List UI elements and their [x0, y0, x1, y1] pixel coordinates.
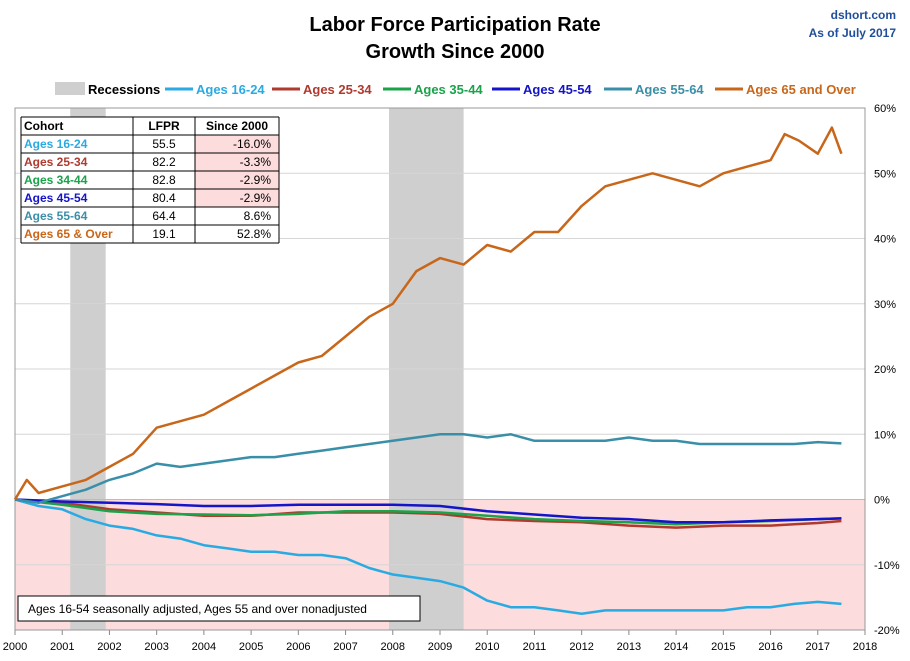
- table-cell-cohort: Ages 65 & Over: [24, 227, 113, 241]
- as-of-label: As of July 2017: [809, 26, 897, 40]
- note-text: Ages 16-54 seasonally adjusted, Ages 55 …: [28, 602, 367, 616]
- x-tick-label: 2001: [50, 641, 74, 653]
- legend-label: Ages 16-24: [196, 82, 265, 97]
- table-cell-since: -2.9%: [240, 173, 272, 187]
- legend-recession-swatch: [55, 82, 85, 95]
- table-cell-cohort: Ages 34-44: [24, 173, 88, 187]
- chart-title: Labor Force Participation Rate: [309, 14, 600, 36]
- table-cell-lfpr: 19.1: [152, 227, 176, 241]
- legend-label: Ages 35-44: [414, 82, 483, 97]
- y-tick-label: 40%: [874, 234, 896, 246]
- plot-area: 60% 50% 40% 30% 20% 10% 0% -10% -20% 2000 2001 2002…: [3, 103, 900, 653]
- series-line-ages-55-64: [14, 433, 842, 505]
- x-tick-label: 2016: [758, 641, 782, 653]
- series-line-ages-16-24: [14, 498, 842, 615]
- table-header: Cohort: [24, 119, 63, 133]
- series-line-ages-45-54: [14, 498, 842, 524]
- table-cell-since: 52.8%: [237, 227, 271, 241]
- table-cell-since: -2.9%: [240, 191, 272, 205]
- y-tick-label: 60%: [874, 103, 896, 115]
- table-cell-since: -3.3%: [240, 155, 272, 169]
- table-cell-negative-fill: [195, 171, 279, 189]
- legend-label: Ages 55-64: [635, 82, 704, 97]
- y-tick-label: 50%: [874, 168, 896, 180]
- x-tick-label: 2013: [617, 641, 641, 653]
- table-cell-cohort: Ages 55-64: [24, 209, 88, 223]
- legend-label: Ages 45-54: [523, 82, 592, 97]
- table-cell-lfpr: 55.5: [152, 137, 176, 151]
- note-box-frame: [17, 595, 421, 622]
- note-box: Ages 16-54 seasonally adjusted, Ages 55 …: [17, 595, 421, 622]
- x-tick-label: 2014: [664, 641, 688, 653]
- x-tick-label: 2002: [97, 641, 121, 653]
- y-tick-label: -20%: [874, 625, 900, 637]
- table-cell-lfpr: 80.4: [152, 191, 176, 205]
- x-tick-label: 2018: [853, 641, 877, 653]
- legend: Recessions Ages 16-24 Ages 25-34 Ages 35-44…: [55, 82, 856, 97]
- x-tick-label: 2010: [475, 641, 499, 653]
- table-cell-lfpr: 82.8: [152, 173, 176, 187]
- table-cell-negative-fill: [195, 189, 279, 207]
- table-cell-cohort: Ages 45-54: [24, 191, 88, 205]
- x-tick-label: 2012: [569, 641, 593, 653]
- table-cell-lfpr: 64.4: [152, 209, 176, 223]
- x-tick-label: 2005: [239, 641, 263, 653]
- chart-subtitle: Growth Since 2000: [366, 41, 545, 63]
- table-cell-cohort: Ages 25-34: [24, 155, 88, 169]
- table-cell-lfpr: 82.2: [152, 155, 176, 169]
- x-tick-label: 2000: [3, 641, 27, 653]
- table-header: LFPR: [148, 119, 180, 133]
- y-tick-label: 10%: [874, 429, 896, 441]
- x-tick-label: 2006: [286, 641, 310, 653]
- x-tick-label: 2017: [806, 641, 830, 653]
- table-cell-negative-fill: [195, 135, 279, 153]
- y-tick-label: 30%: [874, 299, 896, 311]
- y-tick-label: 20%: [874, 364, 896, 376]
- plot-frame: [14, 107, 866, 631]
- y-tick-label: -10%: [874, 560, 900, 572]
- x-tick-label: 2011: [523, 641, 547, 653]
- x-tick-label: 2007: [333, 641, 357, 653]
- table-cell-cohort: Ages 16-24: [24, 137, 88, 151]
- x-tick-label: 2009: [428, 641, 452, 653]
- table-cell-negative-fill: [195, 153, 279, 171]
- table-cell-since: 8.6%: [244, 209, 272, 223]
- x-tick-label: 2008: [381, 641, 405, 653]
- source-label: dshort.com: [831, 8, 896, 22]
- legend-label: Ages 65 and Over: [746, 82, 856, 97]
- series-line-ages-65-and-over: [13, 126, 843, 501]
- legend-recession-label: Recessions: [88, 82, 160, 97]
- legend-label: Ages 25-34: [303, 82, 372, 97]
- x-tick-label: 2003: [144, 641, 168, 653]
- summary-table: Cohort LFPR Since 2000 Ages 16-24 55.5 -16.0%…: [20, 116, 280, 244]
- table-cell-since: -16.0%: [233, 137, 271, 151]
- table-header: Since 2000: [206, 119, 268, 133]
- x-tick-label: 2004: [192, 641, 216, 653]
- y-tick-label: 0%: [874, 495, 890, 507]
- x-tick-label: 2015: [711, 641, 735, 653]
